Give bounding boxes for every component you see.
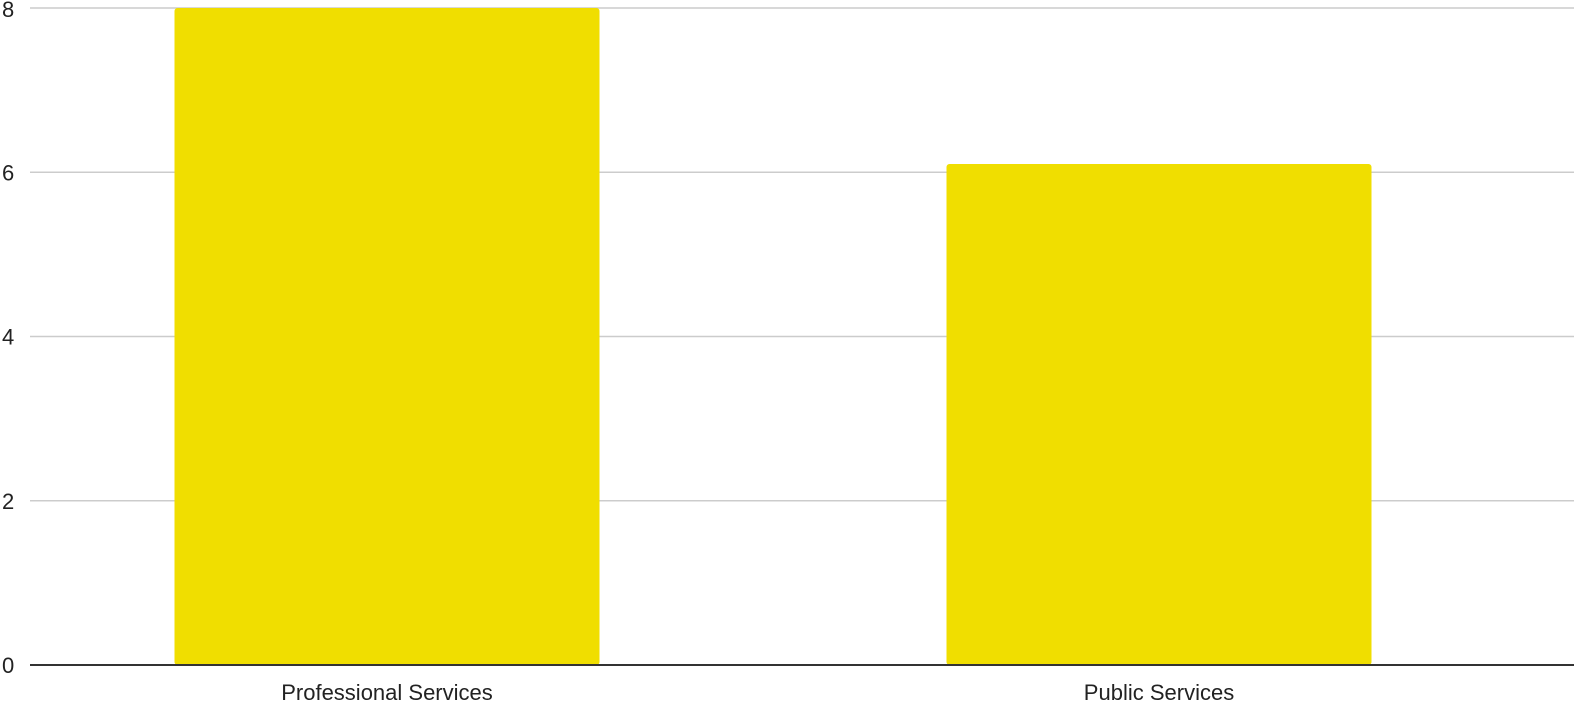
x-category-label: Public Services [1084, 680, 1234, 705]
bar [174, 8, 600, 665]
bars [174, 8, 1372, 665]
y-tick-label: 0 [2, 653, 14, 678]
y-axis-tick-labels: 0 2 4 6 8 [2, 0, 14, 678]
y-tick-label: 2 [2, 489, 14, 514]
y-tick-label: 8 [2, 0, 14, 22]
y-tick-label: 6 [2, 160, 14, 185]
y-tick-label: 4 [2, 325, 14, 350]
x-category-label: Professional Services [281, 680, 493, 705]
x-axis-category-labels: Professional Services Public Services [281, 680, 1234, 705]
bar [946, 164, 1372, 665]
